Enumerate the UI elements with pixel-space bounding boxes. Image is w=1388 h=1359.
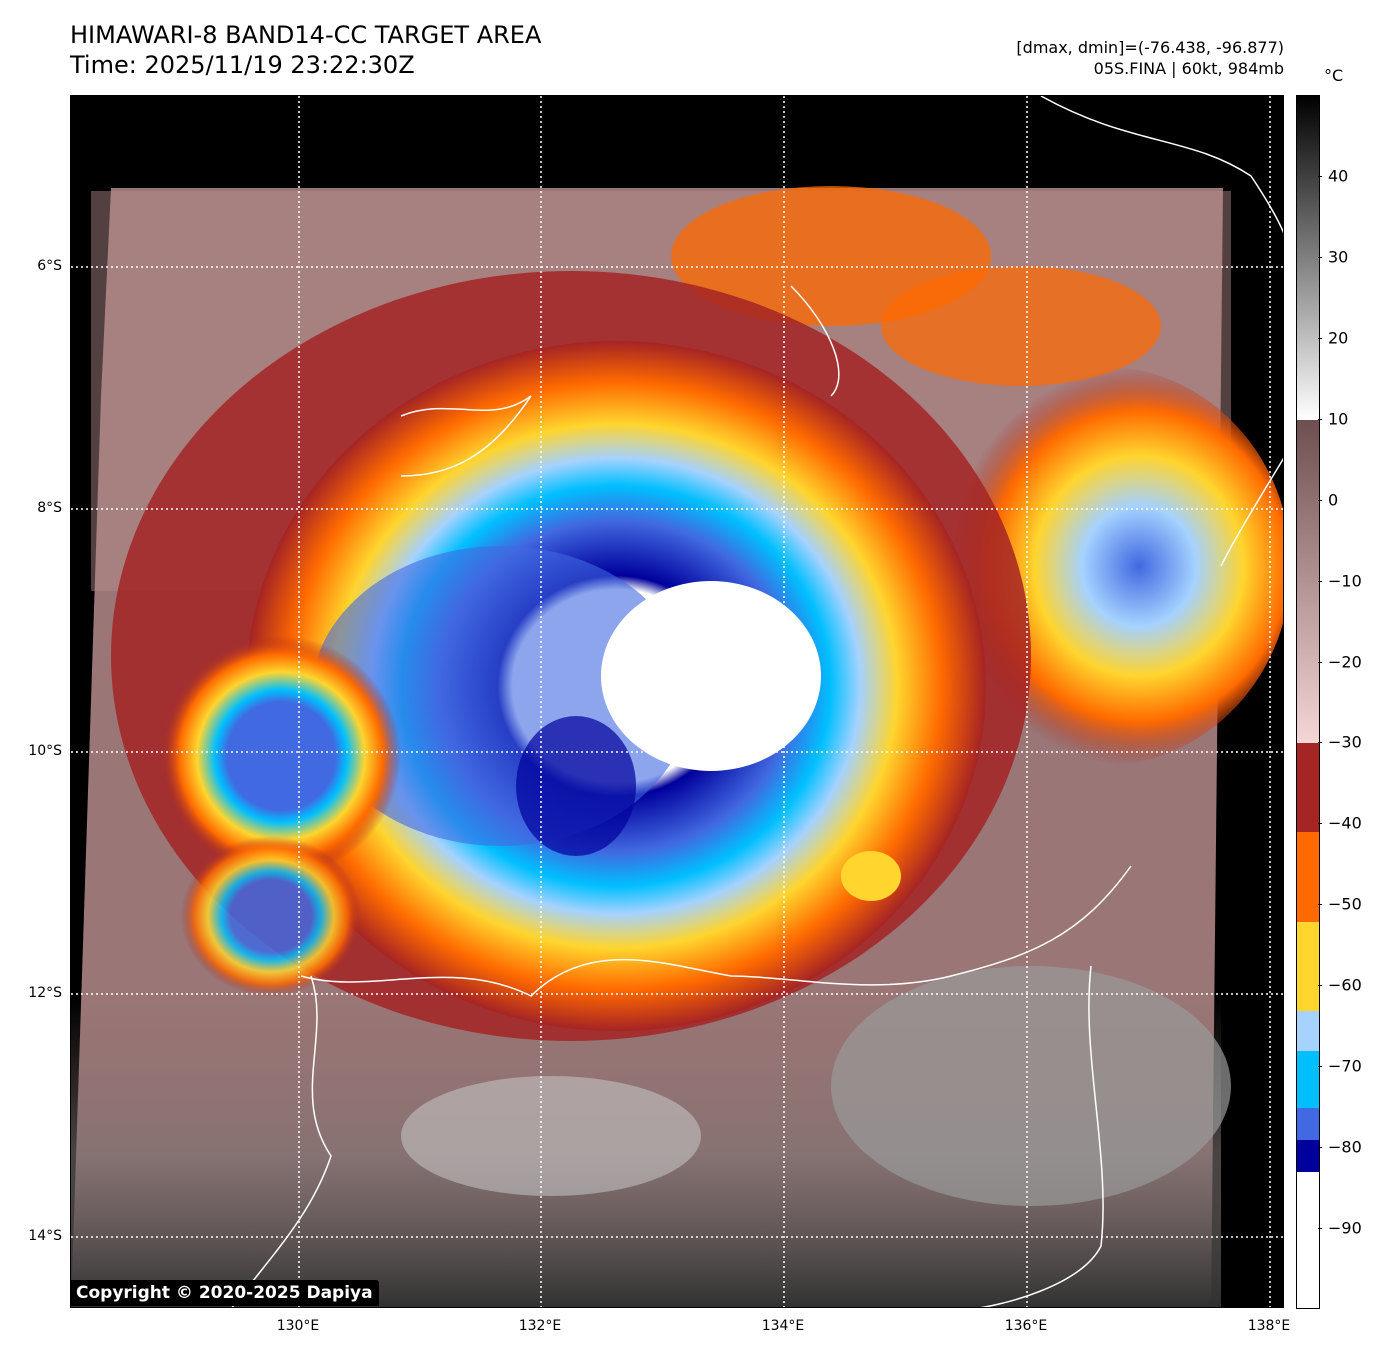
title-line-1: HIMAWARI-8 BAND14-CC TARGET AREA	[70, 21, 542, 49]
colorbar-tick-label: 30	[1328, 247, 1349, 267]
temperature-colorbar	[1296, 95, 1320, 1309]
colorbar-tick-label: 20	[1328, 328, 1349, 348]
lat-label-8s: 8°S	[37, 500, 62, 516]
colorbar-band-1	[1297, 419, 1319, 744]
colorbar-tick-label: −10	[1328, 571, 1362, 591]
colorbar-band-6	[1297, 1051, 1319, 1108]
lat-label-6s: 6°S	[37, 258, 62, 274]
lon-label-138e: 138°E	[1247, 1318, 1291, 1334]
colorbar-band-5	[1297, 1010, 1319, 1051]
colorbar-tick-mark	[1318, 256, 1322, 258]
satellite-imagery	[71, 96, 1283, 1307]
copyright-notice: Copyright © 2020-2025 Dapiya	[70, 1280, 379, 1306]
lat-label-12s: 12°S	[28, 985, 62, 1001]
colorbar-tick-label: −50	[1328, 894, 1362, 914]
colorbar-tick-mark	[1318, 1147, 1322, 1149]
dmax-dmin-readout: [dmax, dmin]=(-76.438, -96.877)	[1016, 38, 1284, 57]
colorbar-band-3	[1297, 832, 1319, 922]
colorbar-unit: °C	[1324, 66, 1344, 85]
colorbar-tick-label: 40	[1328, 166, 1349, 186]
colorbar-tick-label: −20	[1328, 652, 1362, 672]
colorbar-band-2	[1297, 743, 1319, 833]
satellite-map[interactable]	[70, 95, 1284, 1308]
colorbar-tick-mark	[1318, 499, 1322, 501]
colorbar-tick-label: −60	[1328, 975, 1362, 995]
colorbar-tick-label: −80	[1328, 1137, 1362, 1157]
colorbar-tick-label: −40	[1328, 813, 1362, 833]
colorbar-tick-mark	[1318, 985, 1322, 987]
lon-label-134e: 134°E	[761, 1318, 805, 1334]
lat-label-14s: 14°S	[28, 1228, 62, 1244]
colorbar-band-0	[1297, 96, 1319, 420]
colorbar-tick-label: −90	[1328, 1218, 1362, 1238]
colorbar-tick-mark	[1318, 661, 1322, 663]
lon-label-136e: 136°E	[1004, 1318, 1048, 1334]
colorbar-tick-mark	[1318, 337, 1322, 339]
colorbar-band-4	[1297, 921, 1319, 1011]
colorbar-tick-mark	[1318, 742, 1322, 744]
title-time: Time: 2025/11/19 23:22:30Z	[70, 51, 415, 79]
storm-info: [dmax, dmin]=(-76.438, -96.877) 05S.FINA…	[1016, 37, 1284, 79]
lon-label-132e: 132°E	[518, 1318, 562, 1334]
colorbar-band-9	[1297, 1172, 1319, 1308]
colorbar-tick-mark	[1318, 823, 1322, 825]
colorbar-tick-mark	[1318, 418, 1322, 420]
map-title: HIMAWARI-8 BAND14-CC TARGET AREA Time: 2…	[70, 20, 541, 80]
colorbar-band-8	[1297, 1140, 1319, 1173]
storm-name: 05S.FINA | 60kt, 984mb	[1093, 59, 1284, 78]
colorbar-band-7	[1297, 1107, 1319, 1141]
colorbar-tick-label: −70	[1328, 1056, 1362, 1076]
colorbar-tick-mark	[1318, 580, 1322, 582]
colorbar-tick-mark	[1318, 175, 1322, 177]
colorbar-tick-label: −30	[1328, 732, 1362, 752]
colorbar-tick-mark	[1318, 1066, 1322, 1068]
colorbar-tick-label: 0	[1328, 490, 1339, 510]
colorbar-tick-label: 10	[1328, 409, 1349, 429]
colorbar-tick-mark	[1318, 904, 1322, 906]
lon-label-130e: 130°E	[276, 1318, 320, 1334]
colorbar-tick-mark	[1318, 1228, 1322, 1230]
lat-label-10s: 10°S	[28, 743, 62, 759]
